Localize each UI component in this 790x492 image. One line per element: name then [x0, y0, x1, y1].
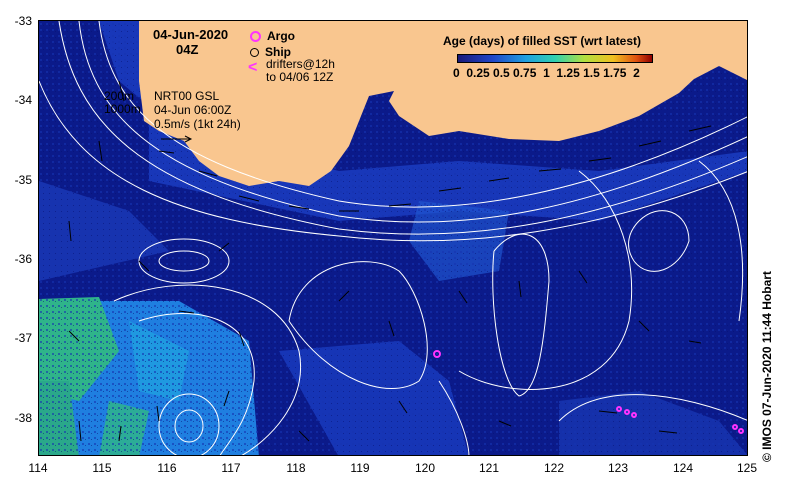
lon-tick: 119 [350, 461, 370, 475]
lon-tick: 120 [414, 461, 436, 475]
lon-tick: 122 [543, 461, 565, 475]
current-vectors [68, 80, 712, 442]
ship-legend: Ship [250, 45, 291, 59]
lon-tick: 117 [221, 461, 241, 475]
colorbar [457, 54, 653, 63]
lon-tick: 123 [607, 461, 629, 475]
map-date: 04-Jun-2020 [153, 27, 229, 42]
lon-tick: 114 [28, 461, 48, 475]
sst-map[interactable] [38, 20, 748, 456]
lat-tick: -33 [14, 14, 32, 28]
lat-tick: -37 [14, 331, 32, 345]
contour-lines [39, 21, 747, 455]
lon-tick: 118 [286, 461, 306, 475]
argo-legend: Argo [250, 29, 295, 43]
lon-tick: 121 [478, 461, 500, 475]
contour-label-200: 200m [104, 89, 135, 103]
argo-legend-label: Argo [267, 29, 295, 43]
lon-tick: 124 [672, 461, 694, 475]
colorbar-ticks: 0 0.25 0.5 0.75 1 1.25 1.5 1.75 2 [453, 66, 640, 80]
drifter-legend-line1: drifters@12h [266, 57, 335, 71]
ship-legend-icon [250, 48, 259, 58]
product-name: NRT00 GSL [154, 89, 220, 103]
drifter-legend-icon: < [248, 58, 258, 76]
lat-tick: -35 [14, 173, 32, 187]
lat-tick: -36 [14, 252, 32, 266]
lon-tick: 116 [157, 461, 177, 475]
argo-legend-icon [250, 31, 261, 43]
contour-label-1000: 1000m [104, 102, 141, 116]
colorbar-title: Age (days) of filled SST (wrt latest) [443, 34, 642, 48]
lat-tick: -34 [14, 93, 32, 107]
ship-legend-label: Ship [265, 45, 291, 59]
map-graphic [39, 21, 747, 455]
argo-markers [433, 350, 744, 434]
product-time: 04-Jun 06:00Z [154, 103, 232, 117]
lat-tick: -38 [14, 411, 32, 425]
drifter-legend-line2: to 04/06 12Z [266, 70, 334, 84]
credit-text: © IMOS 07-Jun-2020 11:44 Hobart [760, 271, 774, 462]
lon-tick: 125 [736, 461, 758, 475]
map-hour: 04Z [176, 42, 199, 57]
drifter-legend: < [248, 58, 258, 76]
lon-tick: 115 [92, 461, 112, 475]
scale-label: 0.5m/s (1kt 24h) [154, 117, 241, 131]
